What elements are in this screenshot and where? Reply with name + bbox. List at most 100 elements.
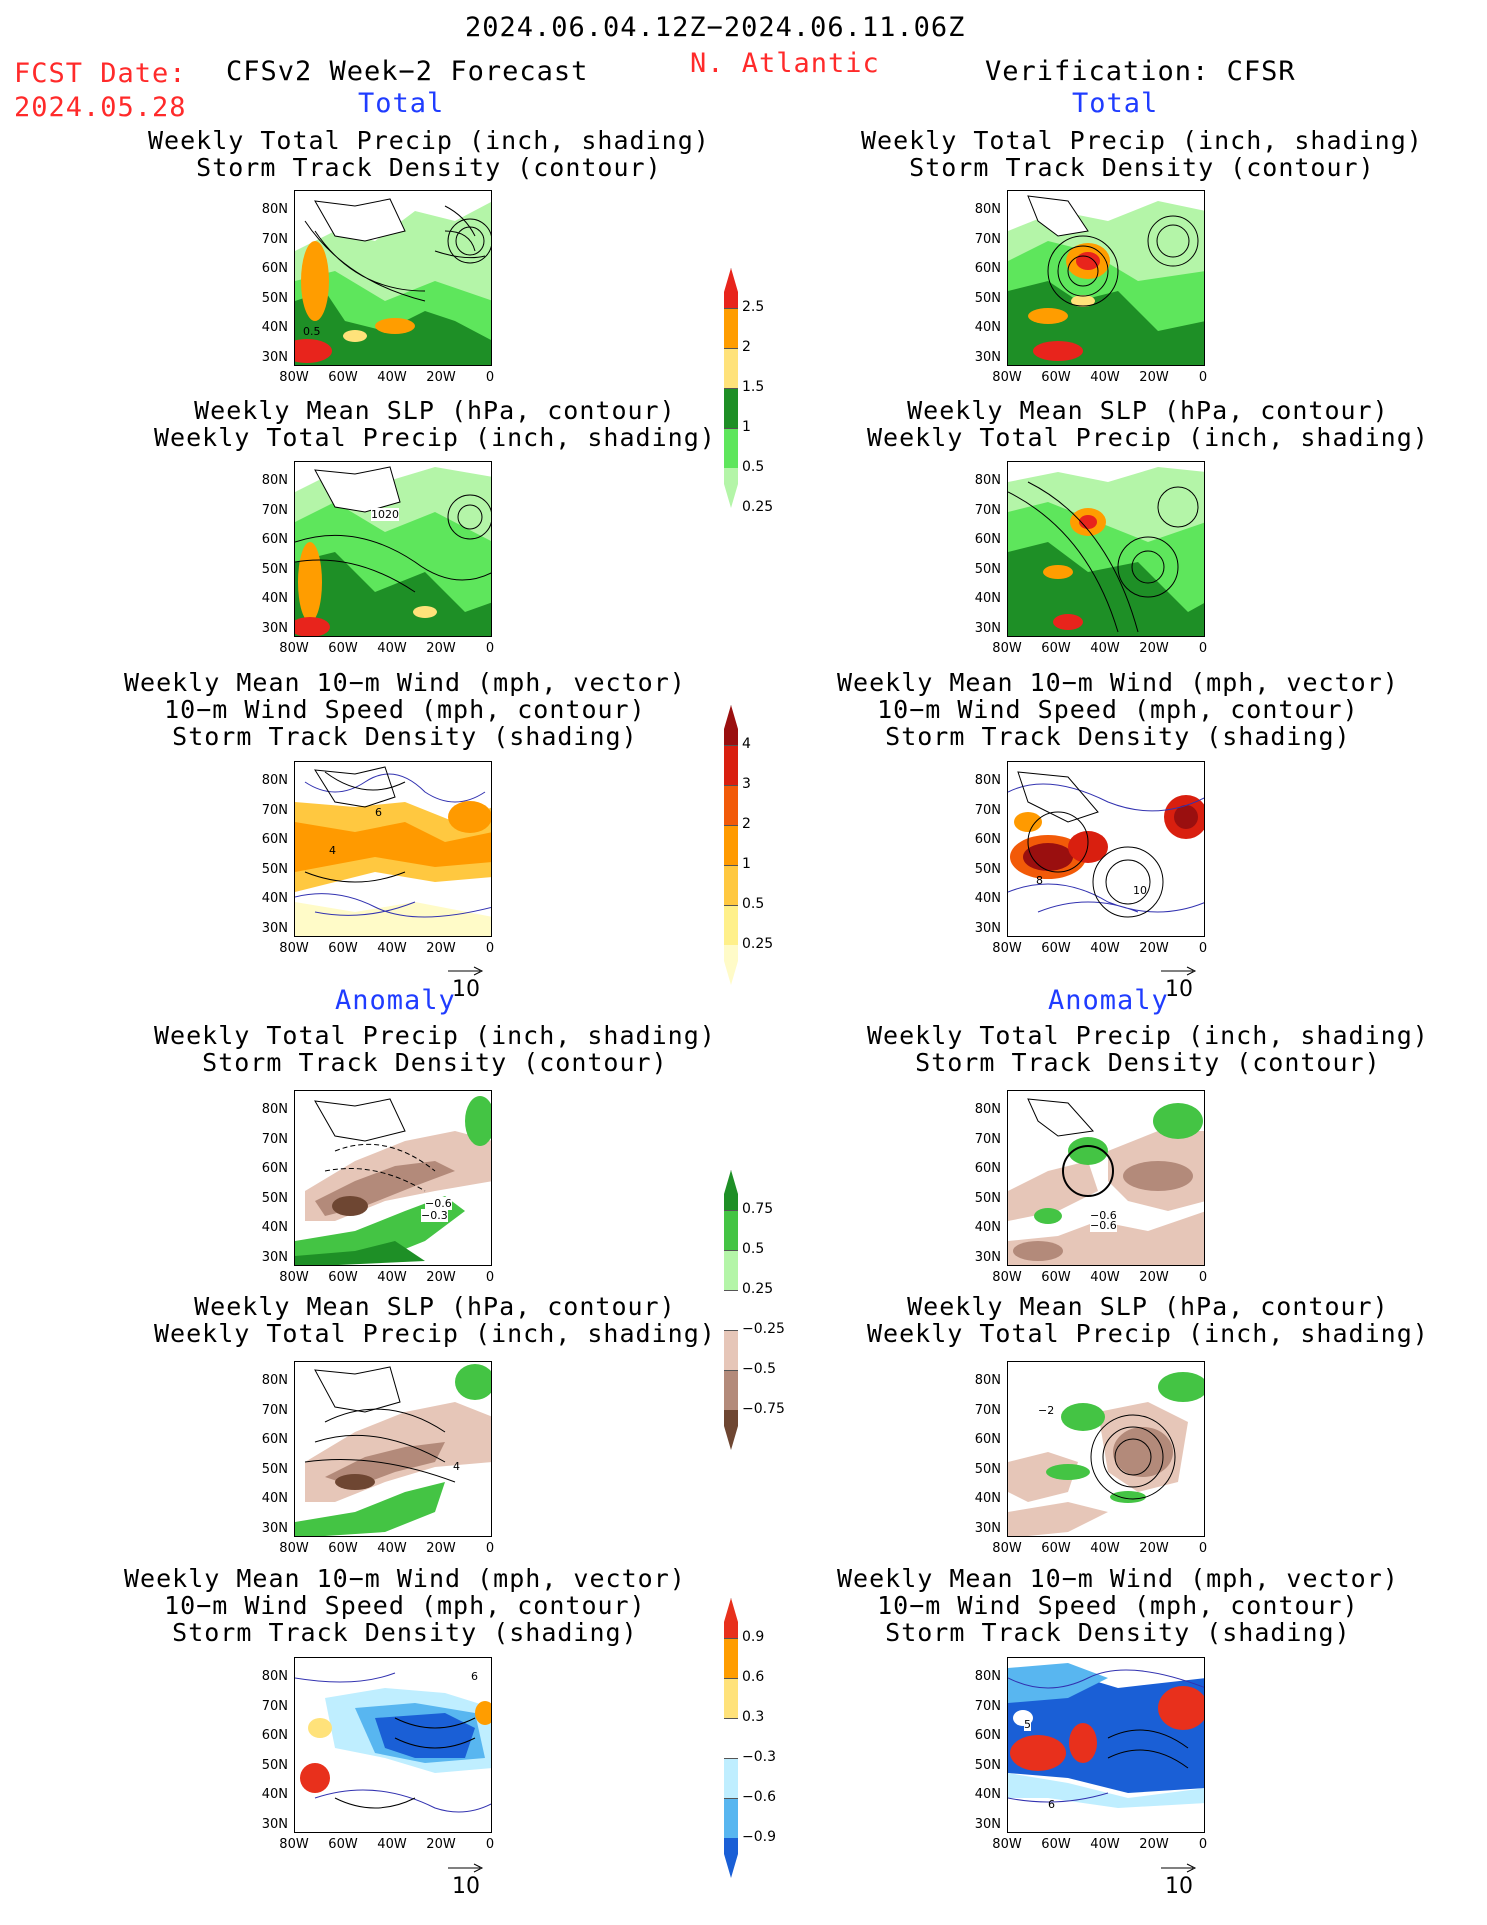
arrow-right-icon [448, 1863, 484, 1873]
lon-tick-label: 80W [279, 941, 309, 956]
lat-tick-label: 40N [974, 1787, 1001, 1802]
date-range-title: 2024.06.04.12Z−2024.06.11.06Z [465, 12, 966, 43]
map-verification-wind-track-anomaly: 5 6 [1007, 1657, 1205, 1833]
lon-tick-label: 0 [1198, 641, 1208, 656]
colorbar-swatch [724, 388, 738, 428]
title-line: Storm Track Density (contour) [909, 153, 1375, 182]
lon-tick-label: 20W [426, 1270, 456, 1285]
lat-tick-label: 30N [974, 1520, 1001, 1536]
lon-tick-label: 0 [485, 941, 495, 956]
vector-ref-right-anomaly: 10 [1159, 1855, 1199, 1899]
lon-tick-label: 60W [328, 370, 358, 385]
lon-tick-label: 0 [485, 641, 495, 656]
colorbar-label: 3 [742, 776, 751, 792]
colorbar-swatch [724, 865, 738, 905]
lat-tick-label: 80N [974, 473, 1001, 488]
title-line: Storm Track Density (shading) [885, 1618, 1351, 1647]
lon-tick-label: 0 [485, 1837, 495, 1852]
panel-title-r4: Weekly Total Precip (inch, shading) Stor… [867, 1022, 1429, 1076]
lon-tick-label: 60W [1041, 641, 1071, 656]
colorbar-label: 2.5 [742, 299, 765, 315]
colorbar-swatch [724, 1210, 738, 1250]
lon-tick-label: 0 [485, 1541, 495, 1556]
lon-tick-label: 20W [426, 1541, 456, 1556]
lat-tick-label: 80N [974, 1102, 1001, 1117]
vector-ref-left-anomaly: 10 [446, 1855, 486, 1899]
lon-tick-label: 40W [377, 1837, 407, 1852]
lon-tick-label: 80W [992, 1541, 1022, 1556]
lat-tick-label: 60N [974, 1728, 1001, 1743]
lon-tick-label: 80W [992, 641, 1022, 656]
lon-tick-label: 80W [279, 641, 309, 656]
lon-tick-label: 0 [485, 1270, 495, 1285]
lat-tick-label: 70N [261, 1402, 288, 1418]
lat-tick-label: 40N [261, 320, 288, 335]
title-line: Weekly Total Precip (inch, shading) [154, 423, 716, 452]
lat-tick-label: 50N [974, 1190, 1001, 1206]
lat-tick-label: 70N [261, 802, 288, 818]
lat-tick-label: 80N [261, 1102, 288, 1117]
lat-tick-label: 30N [261, 620, 288, 636]
lon-tick-label: 40W [1090, 370, 1120, 385]
lon-tick-label: 80W [992, 941, 1022, 956]
colorbar-swatch [724, 1838, 738, 1878]
colorbar-label: 0.5 [742, 1241, 765, 1257]
colorbar-label: 0.25 [742, 499, 774, 515]
title-line: Weekly Mean 10−m Wind (mph, vector) [124, 1564, 686, 1593]
title-line: Weekly Total Precip (inch, shading) [867, 1021, 1429, 1050]
lat-tick-label: 70N [261, 1698, 288, 1714]
lon-tick-label: 0 [1198, 370, 1208, 385]
map-verification-precip-track-anomaly: −0.6 −0.6 [1007, 1090, 1205, 1266]
contour-label: 6 [471, 1670, 478, 1683]
contour-label: −0.6 [425, 1197, 452, 1210]
lat-tick-label: 40N [261, 1220, 288, 1235]
colorbar-label: 2 [742, 816, 751, 832]
title-line: Weekly Mean SLP (hPa, contour) [907, 1292, 1389, 1321]
panel-title-r3: Weekly Mean 10−m Wind (mph, vector) 10−m… [837, 669, 1399, 750]
lat-tick-label: 50N [261, 1757, 288, 1773]
colorbar-label: 0.5 [742, 459, 765, 475]
lat-tick-label: 80N [974, 1373, 1001, 1388]
colorbar-track_anom [724, 1598, 738, 1878]
map-forecast-wind-track-total: 4 6 [294, 761, 492, 937]
lon-tick-label: 20W [1139, 1837, 1169, 1852]
colorbar-label: 1.5 [742, 379, 765, 395]
lat-tick-label: 80N [261, 202, 288, 217]
map-forecast-slp-precip-total: 1020 [294, 461, 492, 637]
title-line: Storm Track Density (contour) [196, 153, 662, 182]
lat-tick-label: 60N [261, 1161, 288, 1176]
lon-tick-label: 0 [485, 370, 495, 385]
lat-tick-label: 80N [974, 1669, 1001, 1684]
fcst-date-value: 2024.05.28 [14, 92, 187, 123]
colorbar-swatch [724, 308, 738, 348]
map-verification-precip-track-total [1007, 190, 1205, 366]
lon-tick-label: 60W [1041, 1270, 1071, 1285]
title-line: Weekly Total Precip (inch, shading) [148, 126, 710, 155]
vector-ref-label: 10 [1165, 977, 1193, 1002]
lat-tick-label: 40N [261, 891, 288, 906]
colorbar-swatch [724, 1678, 738, 1718]
title-line: Weekly Total Precip (inch, shading) [154, 1319, 716, 1348]
arrow-right-icon [1161, 966, 1197, 976]
lon-tick-label: 80W [992, 1270, 1022, 1285]
lon-tick-label: 40W [1090, 641, 1120, 656]
title-line: 10−m Wind Speed (mph, contour) [164, 695, 646, 724]
colorbar-swatch [724, 268, 738, 308]
lon-tick-label: 60W [1041, 941, 1071, 956]
lon-tick-label: 80W [279, 1541, 309, 1556]
contour-label: 5 [1024, 1718, 1031, 1731]
colorbar-swatch [724, 1758, 738, 1798]
lat-tick-label: 50N [974, 290, 1001, 306]
lat-tick-label: 80N [261, 1373, 288, 1388]
lon-tick-label: 60W [328, 1837, 358, 1852]
colorbar-swatch [724, 1718, 738, 1758]
lat-tick-label: 50N [261, 861, 288, 877]
lat-tick-label: 50N [974, 561, 1001, 577]
title-line: Weekly Mean 10−m Wind (mph, vector) [124, 668, 686, 697]
lat-tick-label: 70N [974, 802, 1001, 818]
colorbar-precip_anom [724, 1170, 738, 1450]
colorbar-swatch [724, 1798, 738, 1838]
map-forecast-wind-track-anomaly: 6 [294, 1657, 492, 1833]
lon-tick-label: 80W [279, 1837, 309, 1852]
lon-tick-label: 0 [1198, 1541, 1208, 1556]
